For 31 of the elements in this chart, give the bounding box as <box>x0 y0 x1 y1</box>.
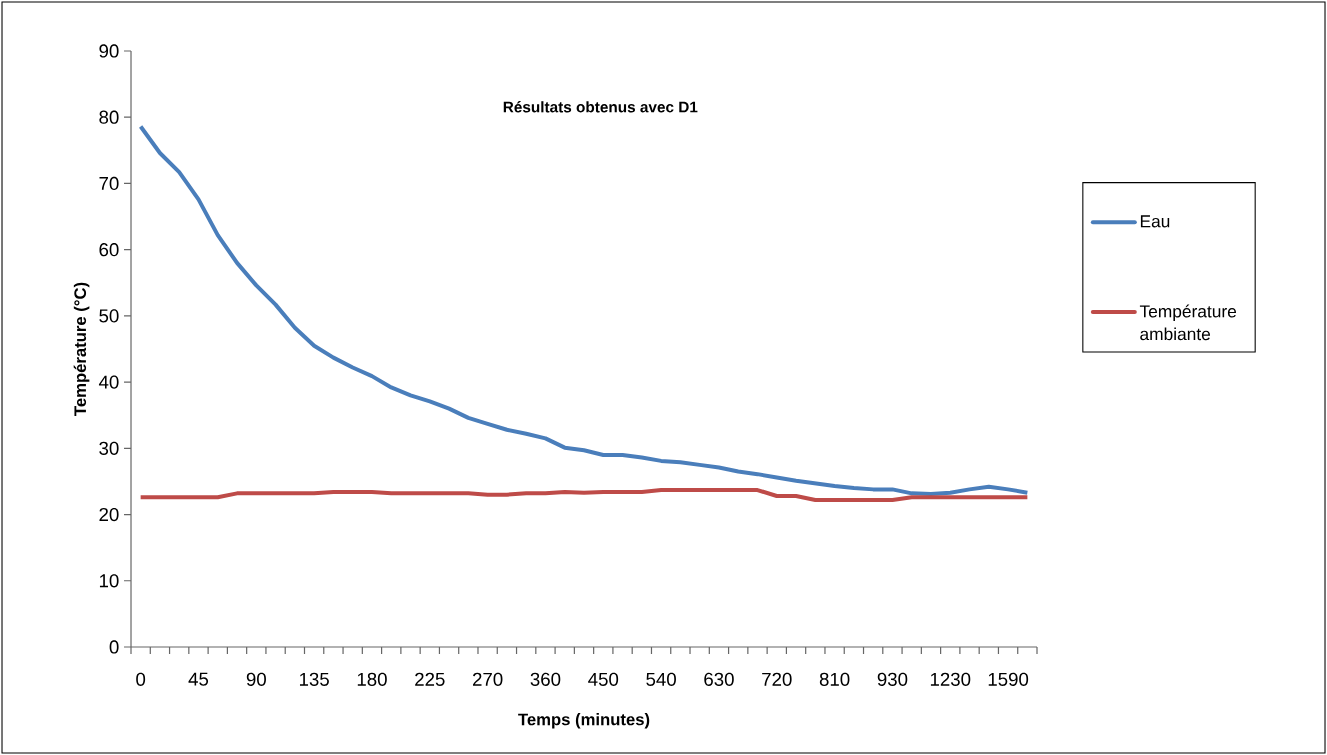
x-tick-label: 1230 <box>930 672 971 686</box>
x-tick-label: 630 <box>704 672 734 686</box>
x-tick-label: 45 <box>188 672 209 686</box>
legend-label: Température ambiante <box>1139 304 1237 341</box>
x-tick-label: 180 <box>357 672 387 686</box>
x-tick-label: 90 <box>246 672 266 686</box>
x-tick-label: 450 <box>588 672 619 686</box>
x-tick-label: 270 <box>472 672 503 686</box>
x-tick-label: 0 <box>136 672 146 686</box>
x-tick-label: 225 <box>415 672 445 686</box>
legend-label: Eau <box>1140 215 1170 228</box>
x-tick-label: 810 <box>819 672 850 686</box>
x-tick-label: 930 <box>877 672 908 686</box>
x-tick-label: 135 <box>299 672 329 686</box>
y-tick-label: 10 <box>99 574 119 588</box>
y-axis-title: Température (°C) <box>73 282 90 416</box>
y-tick-label: 20 <box>99 507 119 522</box>
y-tick-label: 50 <box>99 309 119 323</box>
x-axis-title: Temps (minutes) <box>518 713 650 729</box>
y-tick-label: 80 <box>99 110 119 124</box>
y-tick-label: 0 <box>109 640 119 654</box>
x-tick-label: 720 <box>762 672 792 686</box>
x-tick-label: 360 <box>530 672 561 686</box>
y-tick-label: 30 <box>99 441 119 455</box>
y-tick-label: 60 <box>99 243 119 257</box>
y-tick-label: 40 <box>98 375 119 389</box>
x-tick-label: 1590 <box>988 672 1029 686</box>
text: Résultats obtenus avec D1 <box>503 101 698 113</box>
y-tick-label: 90 <box>99 44 119 58</box>
x-tick-label: 540 <box>646 672 676 686</box>
y-tick-label: 70 <box>99 176 119 191</box>
